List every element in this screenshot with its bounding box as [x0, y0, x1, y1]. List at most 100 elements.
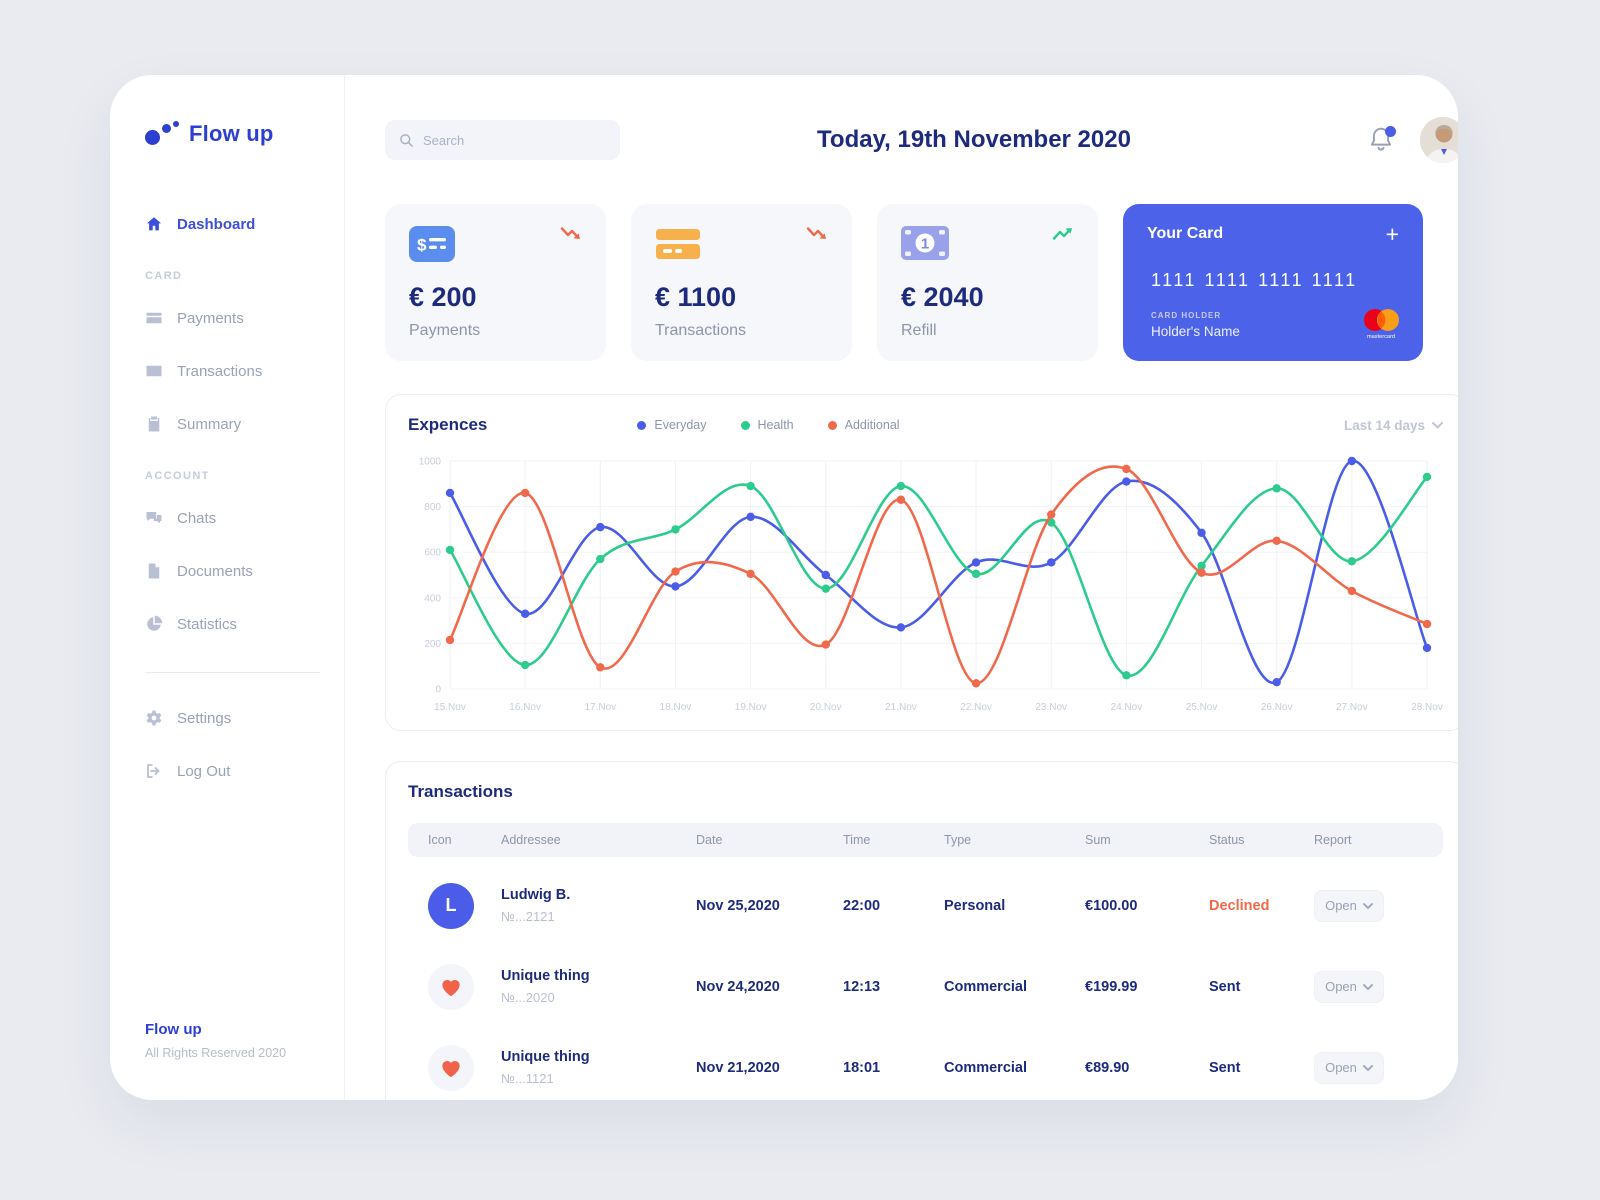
- clipboard-icon: [145, 415, 163, 433]
- pie-chart-icon: [145, 615, 163, 633]
- open-label: Open: [1325, 1060, 1357, 1075]
- app-title: Flow up: [189, 121, 274, 146]
- tx-time: 12:13: [843, 978, 881, 995]
- card-number: 1111 1111 1111 1111: [1151, 270, 1358, 290]
- tx-time: 18:01: [843, 1059, 881, 1076]
- gear-icon: [145, 709, 163, 727]
- table-header: Icon Addressee Date Time Type Sum Status…: [408, 823, 1443, 857]
- chevron-down-icon: [1432, 421, 1443, 429]
- trend-down-icon: [560, 226, 582, 246]
- sidebar-item-label: Log Out: [177, 762, 231, 780]
- addressee-number: №...2020: [501, 990, 555, 1005]
- legend-dot-additional: [827, 420, 837, 430]
- svg-text:16.Nov: 16.Nov: [509, 702, 541, 713]
- sidebar-item-documents[interactable]: Documents: [145, 556, 344, 586]
- sidebar-divider: [145, 672, 320, 673]
- svg-text:15.Nov: 15.Nov: [434, 702, 466, 713]
- chevron-down-icon: [1363, 902, 1373, 909]
- legend-dot-everyday: [637, 420, 647, 430]
- svg-text:0: 0: [435, 685, 441, 696]
- svg-text:$: $: [417, 236, 427, 255]
- status-badge: Declined: [1209, 897, 1270, 914]
- addressee-name: Ludwig B.: [501, 887, 571, 903]
- footer-brand: Flow up: [145, 1021, 202, 1038]
- sidebar-item-dashboard[interactable]: Dashboard: [145, 209, 344, 239]
- open-report-button[interactable]: Open: [1314, 1051, 1384, 1084]
- footer-copyright: All Rights Reserved 2020: [145, 1046, 287, 1060]
- add-card-button[interactable]: +: [1385, 221, 1399, 247]
- avatar: [428, 1044, 474, 1091]
- stat-value: € 1100: [655, 282, 737, 312]
- money-check-icon: $: [409, 226, 455, 267]
- open-report-button[interactable]: Open: [1314, 970, 1384, 1003]
- open-label: Open: [1325, 898, 1357, 913]
- topbar: Today, 19th November 2020: [385, 117, 1458, 163]
- credit-card-icon: [145, 309, 163, 327]
- svg-text:26.Nov: 26.Nov: [1261, 702, 1293, 713]
- table-row: L Ludwig B. №...2121 Nov 25,2020 22:00 P…: [408, 873, 1443, 938]
- credit-card-icon: [655, 226, 701, 267]
- svg-text:400: 400: [424, 593, 441, 604]
- topbar-actions: [1368, 117, 1458, 163]
- transactions-panel: Transactions Icon Addressee Date Time Ty…: [385, 761, 1458, 1100]
- document-icon: [145, 562, 163, 580]
- sidebar-section-account: ACCOUNT: [145, 470, 210, 482]
- svg-text:28.Nov: 28.Nov: [1411, 702, 1443, 713]
- app-logo: Flow up: [145, 121, 344, 147]
- open-label: Open: [1325, 979, 1357, 994]
- trend-down-icon: [806, 226, 828, 246]
- legend-item-additional[interactable]: Additional: [827, 418, 900, 432]
- expenses-chart: 15.Nov 16.Nov 17.Nov 18.Nov 19.Nov 20.Nov 21.N…: [419, 457, 1443, 714]
- tx-type: Commercial: [944, 978, 1028, 995]
- sidebar-item-transactions[interactable]: Transactions: [145, 356, 344, 386]
- sidebar-footer: Flow up All Rights Reserved 2020: [145, 1021, 344, 1060]
- sidebar-item-label: Summary: [177, 415, 242, 433]
- notifications-bell-icon[interactable]: [1368, 125, 1396, 155]
- open-report-button[interactable]: Open: [1314, 889, 1384, 922]
- column-header-date: Date: [696, 833, 723, 847]
- range-dropdown[interactable]: Last 14 days: [1344, 418, 1443, 433]
- expenses-panel: Expences Everyday Health Additional: [385, 394, 1458, 731]
- sidebar-item-summary[interactable]: Summary: [145, 409, 344, 439]
- tx-type: Personal: [944, 897, 1006, 914]
- sidebar-item-settings[interactable]: Settings: [145, 703, 344, 733]
- column-header-addressee: Addressee: [501, 833, 561, 847]
- svg-text:1: 1: [921, 236, 929, 253]
- svg-text:25.Nov: 25.Nov: [1186, 702, 1218, 713]
- bank-card-title: Your Card: [1147, 225, 1224, 242]
- tx-date: Nov 25,2020: [696, 897, 780, 914]
- stat-value: € 2040: [901, 282, 984, 312]
- stat-card-transactions: € 1100 Transactions: [631, 204, 852, 361]
- column-header-type: Type: [944, 833, 972, 847]
- legend-label: Additional: [844, 418, 900, 432]
- sidebar-item-chats[interactable]: Chats: [145, 503, 344, 533]
- search-input[interactable]: [423, 132, 606, 148]
- column-header-status: Status: [1209, 833, 1245, 847]
- svg-text:24.Nov: 24.Nov: [1111, 702, 1143, 713]
- sidebar-item-label: Documents: [177, 562, 253, 580]
- tx-sum: €199.99: [1085, 978, 1138, 995]
- column-header-icon: Icon: [428, 833, 452, 847]
- svg-text:800: 800: [424, 502, 441, 513]
- status-badge: Sent: [1209, 978, 1241, 995]
- addressee-number: №...1121: [501, 1071, 554, 1086]
- status-badge: Sent: [1209, 1059, 1241, 1076]
- sidebar-item-label: Statistics: [177, 615, 238, 633]
- sidebar-item-payments[interactable]: Payments: [145, 303, 344, 333]
- chart-header: Expences Everyday Health Additional: [408, 415, 1443, 435]
- sidebar-item-logout[interactable]: Log Out: [145, 756, 344, 786]
- tx-time: 22:00: [843, 897, 881, 914]
- svg-text:17.Nov: 17.Nov: [584, 702, 616, 713]
- notification-dot: [1385, 126, 1396, 137]
- svg-text:mastercard: mastercard: [1367, 334, 1395, 340]
- legend-item-everyday[interactable]: Everyday: [637, 418, 707, 432]
- sidebar: Flow up Dashboard CARD Payments Transact…: [110, 75, 345, 1100]
- chevron-down-icon: [1363, 1064, 1373, 1071]
- search-box[interactable]: [385, 120, 620, 160]
- card-holder-label: CARD HOLDER: [1151, 311, 1222, 320]
- banknote-icon: 1: [901, 226, 949, 265]
- user-avatar[interactable]: [1420, 117, 1458, 163]
- chevron-down-icon: [1363, 983, 1373, 990]
- legend-item-health[interactable]: Health: [740, 418, 794, 432]
- sidebar-item-statistics[interactable]: Statistics: [145, 609, 344, 639]
